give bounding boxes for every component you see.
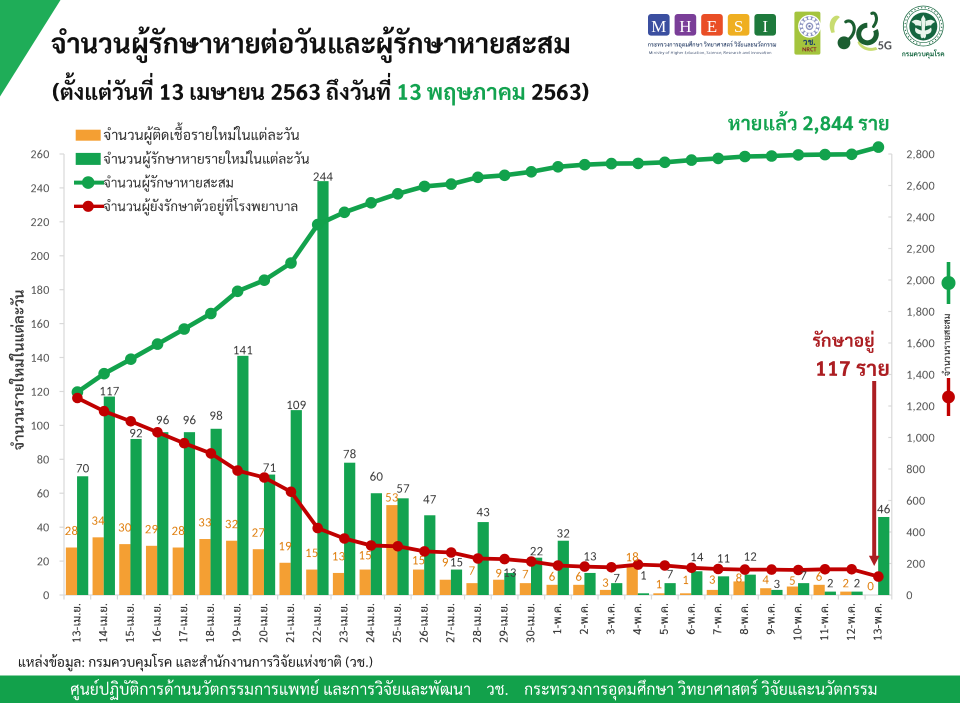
svg-text:E: E [707, 17, 717, 36]
svg-text:H: H [679, 17, 691, 36]
svg-text:M: M [651, 17, 666, 36]
svg-text:S: S [734, 17, 743, 36]
svg-text:I: I [762, 17, 768, 36]
